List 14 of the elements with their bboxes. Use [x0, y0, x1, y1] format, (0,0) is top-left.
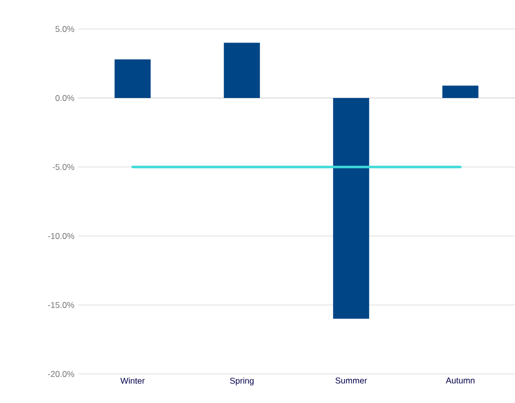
y-tick-label: 0.0% [56, 95, 74, 101]
y-tick-label: -20.0% [48, 371, 74, 377]
x-tick-label: Autumn [446, 378, 474, 384]
y-tick-label: -15.0% [48, 302, 74, 308]
x-tick-label: Summer [336, 378, 367, 384]
y-tick-label: -5.0% [52, 164, 74, 170]
y-tick-label: -10.0% [48, 233, 74, 239]
bar [224, 42, 260, 98]
bar [333, 98, 370, 319]
x-tick-label: Winter [120, 378, 145, 384]
x-tick-label: Spring [230, 378, 254, 386]
bar [442, 86, 478, 98]
y-tick-label: 5.0% [56, 26, 74, 32]
bar [114, 59, 151, 98]
